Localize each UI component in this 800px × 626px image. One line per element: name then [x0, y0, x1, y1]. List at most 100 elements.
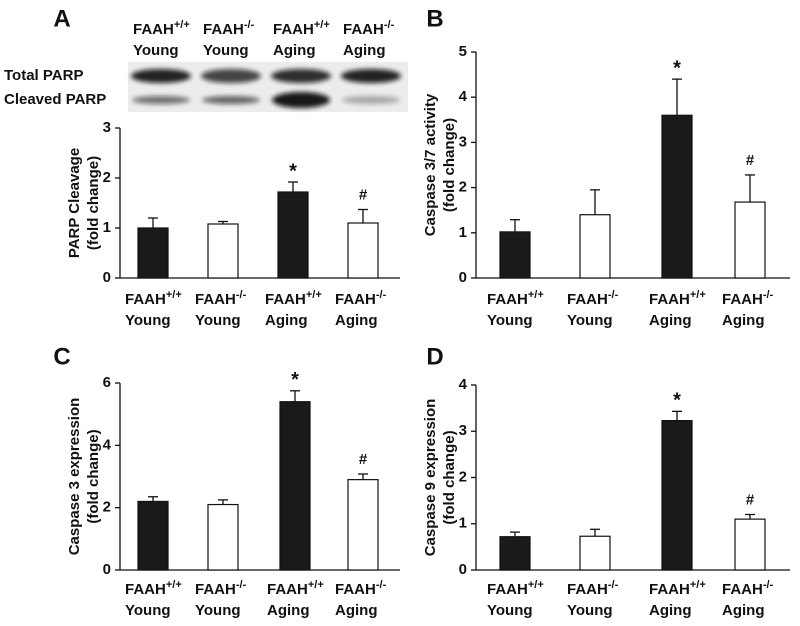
category-name: FAAH — [649, 581, 690, 598]
category-name: FAAH — [722, 581, 763, 598]
bar — [579, 214, 611, 279]
chart-panel: C Caspase 3 expression (fold change) 0 2 4 6 FA… — [53, 343, 400, 619]
category-name: FAAH — [195, 581, 236, 598]
blot-band — [131, 69, 191, 83]
category-group: Young — [567, 312, 613, 329]
category-name: FAAH — [567, 291, 608, 308]
bar — [579, 535, 611, 571]
category-label: FAAH-/- — [343, 19, 395, 38]
y-tick-label: 1 — [459, 224, 467, 241]
bar — [137, 500, 169, 571]
blot-row-label: Total PARP — [4, 67, 83, 84]
category-genotype: -/- — [236, 289, 247, 301]
category-genotype: +/+ — [314, 19, 330, 31]
significance-label: * — [289, 160, 297, 182]
category-genotype: +/+ — [166, 289, 182, 301]
category-group: Young — [195, 312, 241, 329]
category-group: Aging — [649, 312, 692, 329]
category-label: FAAH-/- — [203, 19, 255, 38]
y-axis-label: PARP Cleavage — [66, 148, 83, 258]
category-group: Aging — [649, 602, 692, 619]
blot-band — [272, 92, 330, 108]
category-name: FAAH — [649, 291, 690, 308]
panel-letter: A — [53, 5, 70, 32]
category-genotype: -/- — [763, 579, 774, 591]
category-genotype: +/+ — [306, 289, 322, 301]
category-group: Aging — [335, 602, 378, 619]
y-tick-label: 2 — [103, 499, 111, 516]
category-name: FAAH — [335, 581, 376, 598]
bar — [347, 222, 379, 279]
category-label: FAAH-/- — [195, 579, 247, 598]
significance-label: * — [673, 57, 681, 79]
blot-band — [342, 96, 400, 104]
category-group: Aging — [722, 312, 765, 329]
category-label: FAAH+/+ — [487, 579, 544, 598]
category-genotype: -/- — [384, 19, 395, 31]
blot-band — [202, 96, 260, 104]
category-name: FAAH — [203, 21, 244, 38]
blot-row-label: Cleaved PARP — [4, 91, 106, 108]
category-name: FAAH — [722, 291, 763, 308]
y-tick-label: 4 — [459, 88, 468, 105]
bar — [279, 401, 311, 571]
category-name: FAAH — [195, 291, 236, 308]
y-tick-label: 5 — [459, 43, 467, 60]
category-label: FAAH-/- — [567, 289, 619, 308]
category-genotype: -/- — [244, 19, 255, 31]
bar — [499, 231, 531, 279]
category-genotype: +/+ — [528, 579, 544, 591]
category-label: FAAH+/+ — [125, 289, 182, 308]
y-tick-label: 2 — [459, 468, 467, 485]
category-group: Young — [133, 42, 179, 59]
y-tick-label: 4 — [103, 436, 112, 453]
blot-band — [201, 69, 261, 83]
y-tick-label: 1 — [459, 515, 467, 532]
category-group: Aging — [335, 312, 378, 329]
y-tick-label: 3 — [459, 133, 467, 150]
significance-label: # — [359, 451, 368, 468]
bar — [137, 227, 169, 279]
y-axis-label: (fold change) — [441, 430, 458, 524]
category-genotype: -/- — [376, 579, 387, 591]
panel-letter: D — [426, 343, 443, 370]
blot-band — [341, 69, 401, 83]
category-group: Aging — [343, 42, 386, 59]
chart-panel: D Caspase 9 expression (fold change) 0 1 2 3 4 F… — [422, 343, 790, 619]
bar — [661, 114, 693, 279]
western-blot: FAAH+/+YoungFAAH-/-YoungFAAH+/+AgingFAAH… — [4, 19, 408, 112]
category-genotype: +/+ — [690, 579, 706, 591]
category-group: Young — [195, 602, 241, 619]
chart-panel: B Caspase 3/7 activity (fold change) 0 1 2 3 4 5… — [422, 5, 790, 329]
significance-label: # — [359, 186, 368, 203]
bar — [207, 503, 239, 571]
y-tick-label: 0 — [459, 269, 467, 286]
bar — [347, 479, 379, 571]
bar — [499, 536, 531, 571]
bar — [661, 420, 693, 571]
category-group: Young — [125, 312, 171, 329]
category-genotype: -/- — [236, 579, 247, 591]
y-axis-label: Caspase 9 expression — [422, 399, 439, 557]
category-name: FAAH — [335, 291, 376, 308]
category-genotype: +/+ — [308, 579, 324, 591]
blot-band — [132, 96, 190, 104]
category-group: Young — [487, 312, 533, 329]
category-label: FAAH+/+ — [267, 579, 324, 598]
y-tick-label: 4 — [459, 376, 468, 393]
y-tick-label: 3 — [103, 119, 111, 136]
category-label: FAAH+/+ — [273, 19, 330, 38]
panel-letter: C — [53, 343, 70, 370]
significance-label: * — [673, 390, 681, 412]
y-axis-label: (fold change) — [441, 118, 458, 212]
bar — [207, 223, 239, 279]
significance-label: # — [746, 491, 755, 508]
y-tick-label: 1 — [103, 219, 111, 236]
bar — [734, 518, 766, 571]
category-name: FAAH — [267, 581, 308, 598]
category-genotype: -/- — [608, 579, 619, 591]
category-group: Aging — [273, 42, 316, 59]
category-group: Young — [567, 602, 613, 619]
category-group: Young — [125, 602, 171, 619]
